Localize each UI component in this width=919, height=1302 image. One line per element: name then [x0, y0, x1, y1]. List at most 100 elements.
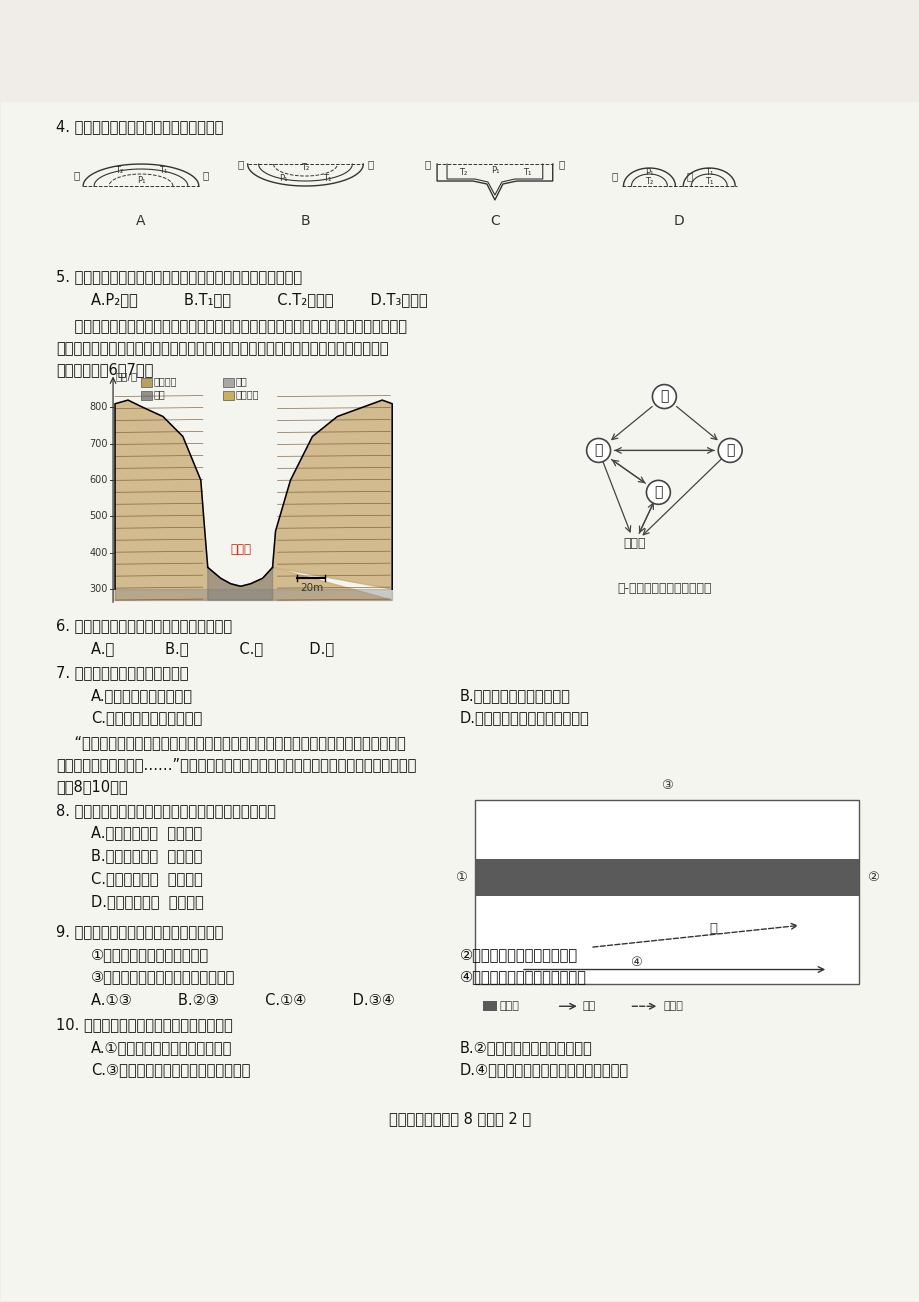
Text: D.砂砾石层是谷内岩石风化而成: D.砂砾石层是谷内岩石风化而成 [460, 710, 589, 725]
Text: 洋流: 洋流 [582, 1001, 596, 1012]
Text: T₂: T₂ [644, 177, 652, 185]
Text: 丁: 丁 [725, 444, 733, 457]
Circle shape [718, 439, 742, 462]
Text: 乙: 乙 [367, 159, 373, 169]
Text: D.热力原因下沉  高温多雨: D.热力原因下沉 高温多雨 [91, 894, 204, 910]
Polygon shape [2, 1, 917, 102]
Text: P₁: P₁ [137, 176, 145, 185]
Text: 乙: 乙 [686, 171, 692, 181]
Text: T₁: T₁ [323, 173, 331, 182]
Text: T₁: T₁ [704, 177, 712, 185]
Bar [222, 378, 233, 387]
Text: 页岩: 页岩 [153, 389, 165, 400]
Text: B.②洋流流经海区较易形成渔场: B.②洋流流经海区较易形成渔场 [460, 1040, 592, 1055]
Text: 峡谷中曾发现寒武纪晚期海生生物化石。下图分别示意红石峡谷横剖面和岩石图物质循: 峡谷中曾发现寒武纪晚期海生生物化石。下图分别示意红石峡谷横剖面和岩石图物质循 [56, 341, 389, 355]
Text: T₂: T₂ [459, 168, 467, 177]
Text: ③: ③ [660, 779, 672, 792]
Text: 乙: 乙 [558, 159, 564, 169]
Text: 甲: 甲 [611, 171, 617, 181]
Text: A.①③          B.②③          C.①④          D.③④: A.①③ B.②③ C.①④ D.③④ [91, 993, 394, 1008]
Text: A.P₂砂岩          B.T₁泥岩          C.T₂泥炭岩        D.T₃石灿岩: A.P₂砂岩 B.T₁泥岩 C.T₂泥炭岩 D.T₃石灿岩 [91, 292, 427, 307]
Text: 5. 为揭示深部地质状况，在丙处垂直钒探，可能发现的地层是: 5. 为揭示深部地质状况，在丙处垂直钒探，可能发现的地层是 [56, 268, 302, 284]
Text: 8. 控制该纬线的气压带，其气流运动状况及气候特点是: 8. 控制该纬线的气压带，其气流运动状况及气候特点是 [56, 802, 276, 818]
Text: B.热力原因上升  寒冷干燥: B.热力原因上升 寒冷干燥 [91, 849, 202, 863]
Text: T₁: T₁ [159, 165, 167, 174]
Text: ②印度半岛的热带季雨林景观: ②印度半岛的热带季雨林景观 [460, 948, 577, 962]
Text: ④中美洲东北部的热带雨林景观: ④中美洲东北部的热带雨林景观 [460, 969, 586, 984]
Text: C.③洋流与西风漂流的成因、性质相同: C.③洋流与西风漂流的成因、性质相同 [91, 1062, 250, 1077]
Text: 风化物: 风化物 [622, 536, 645, 549]
Bar [141, 378, 152, 387]
Text: 甲: 甲 [73, 171, 79, 180]
Text: 丙: 丙 [660, 389, 668, 404]
Bar [474, 859, 857, 896]
Bar [222, 391, 233, 400]
Bar [474, 799, 857, 984]
Text: 300: 300 [89, 585, 108, 594]
Text: 乙: 乙 [202, 171, 209, 180]
Text: 完戀8～10题。: 完戀8～10题。 [56, 779, 128, 794]
Text: 600: 600 [89, 475, 108, 486]
Text: T₂: T₂ [301, 163, 310, 172]
Text: T₁: T₁ [522, 168, 530, 177]
Text: 盛行风: 盛行风 [663, 1001, 683, 1012]
Text: A.动力原因上升  温和湿润: A.动力原因上升 温和湿润 [91, 825, 202, 841]
Circle shape [586, 439, 610, 462]
Text: P₁: P₁ [490, 165, 499, 174]
Text: B.红石峡形成时期气候暖干: B.红石峡形成时期气候暖干 [460, 687, 571, 703]
Text: 甲: 甲 [237, 159, 244, 169]
Text: 800: 800 [89, 402, 108, 413]
Text: T₁: T₁ [704, 168, 712, 177]
Text: ①: ① [455, 871, 467, 884]
Bar [482, 1001, 496, 1012]
Bar [141, 391, 152, 400]
Text: 10. 关于图中洋流及其影响，叙述正确的是: 10. 关于图中洋流及其影响，叙述正确的是 [56, 1017, 233, 1032]
Text: B: B [301, 214, 310, 228]
Text: P₁: P₁ [644, 168, 653, 177]
Text: 环。据此完戀6～7题。: 环。据此完戀6～7题。 [56, 363, 153, 378]
Text: A.甲           B.乙           C.丙          D.丁: A.甲 B.乙 C.丙 D.丁 [91, 641, 334, 656]
Text: 砂砾石层: 砂砾石层 [235, 389, 259, 400]
Text: T₂: T₂ [115, 165, 123, 174]
Text: 甲-丁代表岩浆和三大类岩石: 甲-丁代表岩浆和三大类岩石 [617, 582, 711, 595]
Text: 400: 400 [89, 548, 108, 557]
Text: “这是一条神秘而又奇特的纬线，这条纬线贯穿四大文明古国，沿线上有巍峨的珠穆朗: “这是一条神秘而又奇特的纬线，这条纬线贯穿四大文明古国，沿线上有巍峨的珠穆朗 [56, 734, 405, 750]
Text: A.①洋流使流经海区海水盐度减小: A.①洋流使流经海区海水盐度减小 [91, 1040, 233, 1055]
Text: 乙: 乙 [653, 486, 662, 500]
Text: 甲: 甲 [425, 159, 431, 169]
Text: 玛峤，有广袊的撒哈拉……”。下图示意控制该纬线的气压带及附近风带、洋流分布。据此: 玛峤，有广袊的撒哈拉……”。下图示意控制该纬线的气压带及附近风带、洋流分布。据此 [56, 756, 416, 772]
Text: A: A [136, 214, 145, 228]
Text: 9. 下列景观类型的形成与甲风带有关的是: 9. 下列景观类型的形成与甲风带有关的是 [56, 924, 223, 940]
Text: P₁: P₁ [279, 173, 288, 182]
Text: 甲: 甲 [709, 922, 716, 935]
Text: 甲: 甲 [594, 444, 602, 457]
Text: 灰岩: 灰岩 [235, 376, 247, 387]
Text: C.红石峡上部岩层保存完好: C.红石峡上部岩层保存完好 [91, 710, 202, 725]
Text: 红石峡两岸红色岩石岀立，谷底飞瀑幽溪，是我国北方地区少有的丹霞地貌峡谷景观，: 红石峡两岸红色岩石岀立，谷底飞瀑幽溪，是我国北方地区少有的丹霞地貌峡谷景观， [56, 319, 407, 333]
Polygon shape [115, 590, 391, 600]
Circle shape [652, 384, 675, 409]
Text: 20m: 20m [300, 583, 323, 594]
Text: ③赤道地区东非高原的热带草原景观: ③赤道地区东非高原的热带草原景观 [91, 969, 235, 984]
Text: 海拔/米: 海拔/米 [115, 371, 137, 381]
Text: 500: 500 [89, 512, 108, 522]
Circle shape [646, 480, 670, 504]
Text: 高二地理试题（共 8 页）第 2 页: 高二地理试题（共 8 页）第 2 页 [389, 1111, 530, 1126]
Text: ②: ② [866, 871, 878, 884]
Text: A.该区域地壳间歇性抬升: A.该区域地壳间歇性抬升 [91, 687, 193, 703]
Text: 6. 红石峡两岸的红色岩石，按成因分类属于: 6. 红石峡两岸的红色岩石，按成因分类属于 [56, 618, 233, 633]
Text: C: C [490, 214, 499, 228]
Text: 4. 从甲地到乙地的地形地质剖面示意图是: 4. 从甲地到乙地的地形地质剖面示意图是 [56, 120, 223, 134]
Text: 石英砂岩: 石英砂岩 [153, 376, 177, 387]
Text: 7. 关于该区域的叙述，正确的是: 7. 关于该区域的叙述，正确的是 [56, 665, 188, 680]
Polygon shape [115, 400, 391, 600]
Polygon shape [208, 568, 272, 600]
Text: D.④洋流利于污染物扩散，加剧污染程度: D.④洋流利于污染物扩散，加剧污染程度 [460, 1062, 629, 1077]
Text: 700: 700 [89, 439, 108, 449]
Text: 红石峡: 红石峡 [230, 543, 251, 556]
Text: C.动力原因下沉  炎热干燥: C.动力原因下沉 炎热干燥 [91, 871, 203, 887]
Text: 气压带: 气压带 [499, 1001, 519, 1012]
Text: ①撒哈拉沙漠的热带荒漠景观: ①撒哈拉沙漠的热带荒漠景观 [91, 948, 209, 962]
Text: D: D [674, 214, 684, 228]
Text: ④: ④ [630, 956, 641, 969]
